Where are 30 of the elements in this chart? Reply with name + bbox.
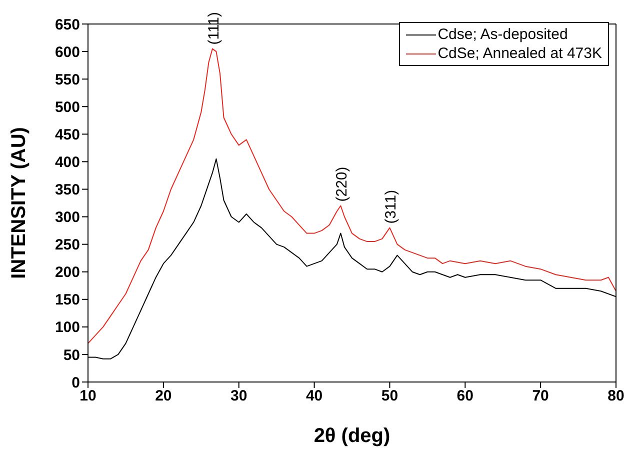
y-tick-label: 550 — [54, 71, 80, 88]
x-tick-label: 40 — [306, 388, 323, 405]
x-tick-label: 10 — [80, 388, 96, 405]
y-tick-label: 300 — [54, 209, 80, 226]
y-tick-label: 650 — [54, 16, 80, 34]
x-tick-label: 60 — [456, 388, 474, 405]
x-tick-label: 30 — [230, 388, 248, 405]
y-tick-label: 600 — [54, 44, 80, 61]
legend-label: Cdse; As-deposited — [438, 25, 568, 44]
y-tick-label: 400 — [54, 154, 80, 172]
annotation: (220) — [334, 166, 351, 202]
x-axis-title: 2θ (deg) — [314, 425, 390, 447]
y-tick-label: 350 — [54, 182, 80, 199]
x-tick-label: 80 — [608, 388, 624, 405]
y-tick-label: 200 — [54, 264, 80, 282]
y-tick-label: 250 — [54, 236, 80, 254]
y-tick-label: 150 — [54, 292, 80, 309]
y-tick-label: 500 — [54, 98, 80, 116]
y-tick-label: 100 — [54, 319, 80, 336]
y-axis-title: INTENSITY (AU) — [8, 127, 30, 279]
y-tick-label: 0 — [72, 374, 80, 392]
x-tick-label: 70 — [532, 388, 549, 405]
y-tick-label: 50 — [63, 346, 80, 364]
legend-label: CdSe; Annealed at 473K — [438, 44, 602, 63]
line-series — [88, 48, 616, 344]
annotation: (311) — [382, 190, 400, 224]
x-tick-label: 50 — [381, 388, 398, 405]
annotation: (111) — [205, 12, 222, 45]
x-tick-label: 20 — [155, 388, 172, 405]
y-tick-label: 450 — [54, 126, 80, 144]
